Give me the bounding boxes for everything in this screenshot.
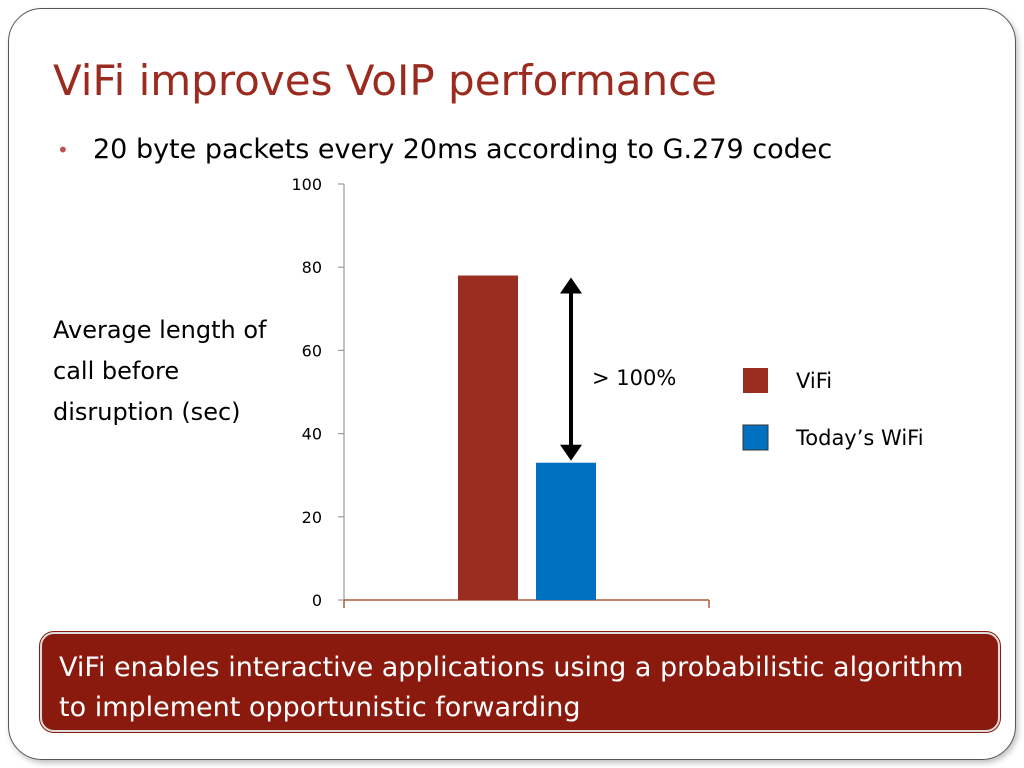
chart-y-axis-label: Average length of call before disruption…: [53, 316, 267, 426]
y-tick-label-20: 20: [302, 508, 322, 527]
y-tick-label-100: 100: [291, 175, 322, 194]
callout-text: ViFi enables interactive applications us…: [59, 652, 964, 723]
annotation-label: > 100%: [592, 366, 676, 390]
y-tick-label-0: 0: [312, 591, 322, 610]
y-tick-label-60: 60: [302, 341, 322, 360]
legend-label-2: Today’s WiFi: [795, 426, 924, 450]
bullet-text: 20 byte packets every 20ms according to …: [93, 134, 833, 165]
slide-frame: [8, 8, 1016, 760]
bullet-dot: •: [57, 138, 69, 162]
legend-label-1: ViFi: [796, 369, 832, 393]
legend-swatch-2: [742, 424, 769, 451]
annotation-arrow-head-up: [560, 277, 582, 294]
callout-box: ViFi enables interactive applications us…: [40, 632, 1000, 732]
bar-vifi: [458, 275, 518, 600]
y-tick-label-80: 80: [302, 258, 322, 277]
y-tick-label-40: 40: [302, 425, 322, 444]
annotation-arrow-head-down: [560, 444, 582, 461]
slide-title: ViFi improves VoIP performance: [53, 56, 718, 105]
bar-today-s-wifi: [536, 462, 596, 600]
legend-swatch-1: [743, 368, 768, 393]
